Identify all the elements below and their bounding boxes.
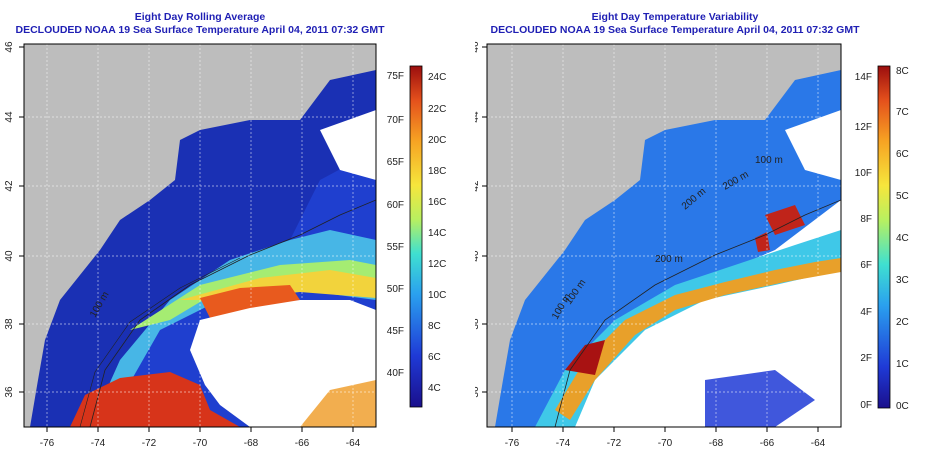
map-frame	[486, 43, 842, 428]
contour-label: 200 m	[655, 254, 683, 265]
colorbar-celsius-labels: 24C 22C 20C 18C 16C 14C 12C 10C 8C 6C 4C	[428, 72, 446, 394]
y-tick-label: 42	[4, 180, 15, 192]
y-tick-label: 46	[475, 41, 481, 53]
colorbar-label: 20C	[428, 135, 446, 146]
x-tick-label: -74	[556, 438, 571, 449]
colorbar-label: 10C	[428, 290, 446, 301]
y-tick-label: 40	[4, 250, 15, 262]
colorbar-label: 6F	[860, 260, 872, 271]
x-tick-label: -66	[295, 438, 310, 449]
colorbar-fahrenheit-labels: 75F 70F 65F 60F 55F 50F 45F 40F	[387, 71, 404, 379]
colorbar-label: 60F	[387, 200, 404, 211]
colorbar-label: 14F	[855, 72, 872, 83]
colorbar-label: 6C	[428, 352, 441, 363]
y-axis: 36 38 40 42 44 46	[475, 41, 487, 398]
colorbar-label: 24C	[428, 72, 446, 83]
colorbar-label: 4F	[860, 307, 872, 318]
x-axis: -76 -74 -72 -70 -68 -66 -64	[40, 427, 361, 449]
panel-title: Eight Day Temperature Variability	[591, 11, 759, 23]
land-area	[487, 44, 841, 427]
colorbar-label: 45F	[387, 326, 404, 337]
colorbar-label: 0F	[860, 400, 872, 411]
x-tick-label: -72	[607, 438, 622, 449]
colorbar-label: 70F	[387, 115, 404, 126]
colorbar-label: 65F	[387, 157, 404, 168]
y-tick-label: 38	[4, 318, 15, 330]
x-tick-label: -76	[40, 438, 55, 449]
colorbar-label: 4C	[896, 233, 909, 244]
colorbar-label: 75F	[387, 71, 404, 82]
x-axis: -76 -74 -72 -70 -68 -66 -64	[505, 427, 826, 449]
colorbar-label: 5C	[896, 191, 909, 202]
colorbar-label: 1C	[896, 359, 909, 370]
colorbar-label: 18C	[428, 166, 446, 177]
colorbar-label: 8C	[428, 321, 441, 332]
colorbar-celsius-labels: 8C 7C 6C 5C 4C 3C 2C 1C 0C	[896, 66, 909, 412]
colorbar-fahrenheit-labels: 14F 12F 10F 8F 6F 4F 2F 0F	[855, 72, 872, 411]
sst-average-panel: Eight Day Rolling Average DECLOUDED NOAA…	[4, 11, 446, 449]
colorbar-label: 14C	[428, 228, 446, 239]
y-tick-label: 44	[4, 111, 15, 123]
x-tick-label: -70	[658, 438, 673, 449]
colorbar-label: 0C	[896, 401, 909, 412]
x-tick-label: -68	[709, 438, 724, 449]
y-tick-label: 42	[475, 180, 481, 192]
colorbar-label: 2F	[860, 353, 872, 364]
colorbar-label: 3C	[896, 275, 909, 286]
colorbar-label: 12C	[428, 259, 446, 270]
colorbar-label: 2C	[896, 317, 909, 328]
sst-variability-map: 200 m 100 m 200 m 200 m 100 m 100 m -76 …	[475, 41, 909, 449]
y-tick-label: 36	[4, 386, 15, 398]
x-tick-label: -64	[346, 438, 361, 449]
x-tick-label: -66	[760, 438, 775, 449]
panel-subtitle: DECLOUDED NOAA 19 Sea Surface Temperatur…	[15, 24, 385, 36]
colorbar-label: 55F	[387, 242, 404, 253]
contour-label: 100 m	[755, 155, 783, 166]
colorbar-label: 22C	[428, 104, 446, 115]
colorbar-label: 16C	[428, 197, 446, 208]
colorbar-label: 4C	[428, 383, 441, 394]
sst-variability-panel: Eight Day Temperature Variability DECLOU…	[475, 0, 950, 475]
colorbar-label: 7C	[896, 107, 909, 118]
x-tick-label: -72	[142, 438, 157, 449]
y-tick-label: 40	[475, 250, 481, 262]
panel-subtitle: DECLOUDED NOAA 19 Sea Surface Temperatur…	[490, 24, 860, 36]
y-axis: 36 38 40 42 44 46	[4, 41, 24, 398]
y-tick-label: 36	[475, 386, 481, 398]
colorbar-label: 8F	[860, 214, 872, 225]
colorbar-label: 10F	[855, 168, 872, 179]
colorbar	[877, 65, 891, 409]
panel-title: Eight Day Rolling Average	[134, 11, 266, 23]
colorbar-label: 12F	[855, 122, 872, 133]
sst-average-map: 100 m -76 -74 -72 -70 -68 -66 -64 36 38 …	[4, 41, 446, 449]
y-tick-label: 38	[475, 318, 481, 330]
colorbar-label: 40F	[387, 368, 404, 379]
x-tick-label: -76	[505, 438, 520, 449]
colorbar-label: 50F	[387, 284, 404, 295]
x-tick-label: -68	[244, 438, 259, 449]
land-area	[24, 44, 376, 427]
x-tick-label: -64	[811, 438, 826, 449]
colorbar-label: 6C	[896, 149, 909, 160]
x-tick-label: -74	[91, 438, 106, 449]
y-tick-label: 44	[475, 111, 481, 123]
colorbar	[409, 65, 423, 408]
x-tick-label: -70	[193, 438, 208, 449]
colorbar-label: 8C	[896, 66, 909, 77]
y-tick-label: 46	[4, 41, 15, 53]
